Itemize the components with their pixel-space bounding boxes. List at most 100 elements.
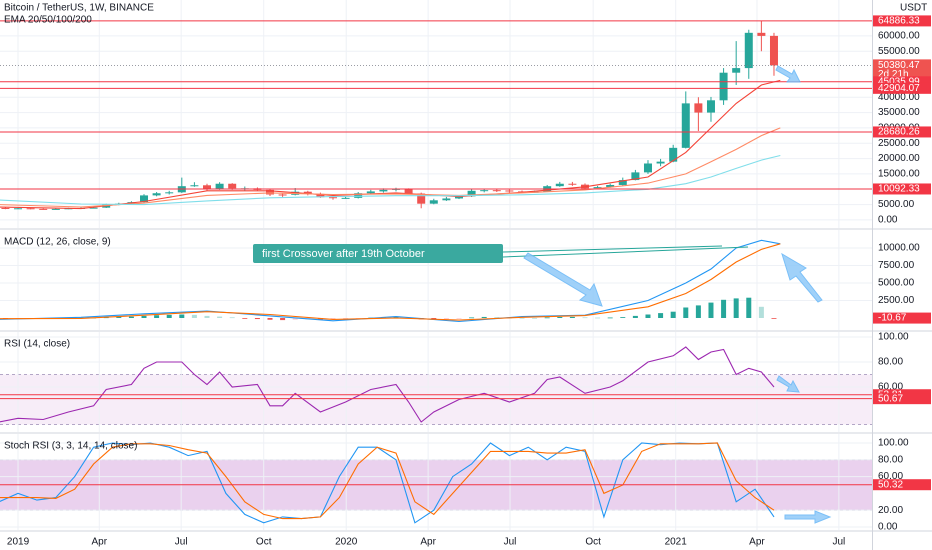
candle-body — [694, 103, 703, 113]
level-label: 10092.33 — [878, 184, 920, 195]
y-tick-label: 60.00 — [878, 382, 903, 393]
histogram-bar — [708, 302, 714, 319]
histogram-bar — [267, 318, 273, 320]
candle-body — [1, 207, 10, 209]
y-tick-label: 100.00 — [878, 438, 909, 449]
level-label-box — [873, 82, 931, 94]
y-tick-label: 100.00 — [878, 332, 909, 343]
y-tick-label: 0.00 — [878, 522, 898, 533]
level-label: 50.32 — [878, 479, 903, 490]
level-label-box — [873, 76, 931, 88]
histogram-bar — [343, 318, 349, 320]
series-line — [0, 127, 781, 208]
histogram-bar — [292, 318, 298, 320]
candle-body — [442, 198, 451, 201]
candle-body — [555, 183, 564, 187]
histogram-bar — [569, 316, 575, 319]
candle-body — [769, 35, 778, 66]
candle-body — [568, 183, 577, 185]
y-tick-label: 60.00 — [878, 471, 903, 482]
pane-title: Stoch RSI (3, 3, 14, 14, close) — [4, 441, 137, 452]
histogram-bar — [721, 299, 727, 319]
annotation-box — [253, 244, 503, 263]
histogram-bar — [217, 316, 223, 319]
x-tick-label: 2021 — [665, 537, 688, 548]
histogram-bar — [532, 317, 538, 319]
annotation-line — [502, 246, 749, 258]
candle-body — [228, 183, 237, 189]
candle-body — [744, 32, 753, 69]
y-tick-label: 20000.00 — [878, 153, 920, 164]
y-tick-label: 15000.00 — [878, 169, 920, 180]
histogram-bar — [557, 316, 563, 319]
level-label: 50.67 — [878, 393, 903, 404]
x-tick-label: Oct — [256, 537, 272, 548]
histogram-bar — [481, 316, 487, 319]
y-tick-label: 20.00 — [878, 505, 903, 516]
y-tick-label: 40000.00 — [878, 92, 920, 103]
band — [0, 374, 872, 425]
x-tick-label: Apr — [749, 537, 765, 548]
histogram-bar — [229, 317, 235, 319]
candle-body — [404, 188, 413, 194]
histogram-bar — [330, 318, 336, 320]
candle-body — [505, 190, 514, 192]
histogram-bar — [166, 314, 172, 319]
histogram-bar — [128, 316, 134, 319]
level-label: 64886.33 — [878, 16, 920, 27]
candle-body — [51, 208, 60, 210]
y-tick-label: 60000.00 — [878, 31, 920, 42]
histogram-bar — [179, 314, 185, 319]
level-label: 45035.99 — [878, 76, 920, 87]
candle-body — [366, 191, 375, 194]
y-tick-label: 5000.00 — [878, 278, 915, 289]
candle-body — [341, 197, 350, 199]
level-label-box — [873, 183, 931, 195]
histogram-bar — [204, 315, 210, 319]
histogram-bar — [494, 317, 500, 319]
level-label-box — [873, 126, 931, 138]
arrow — [781, 252, 823, 303]
histogram-bar — [733, 298, 739, 319]
candle-body — [669, 147, 678, 162]
countdown-label: 2d 21h — [878, 69, 909, 80]
unit-label: USDT — [900, 3, 927, 14]
candle-body — [303, 191, 312, 194]
level-label: 42904.07 — [878, 83, 920, 94]
level-label-box — [873, 15, 931, 27]
histogram-bar — [771, 318, 777, 319]
annotation-text: first Crossover after 19th October — [262, 248, 425, 260]
histogram-bar — [620, 317, 626, 319]
value-label: -10.67 — [878, 313, 907, 324]
series-line — [0, 154, 781, 206]
histogram-bar — [658, 313, 664, 319]
x-tick-label: Jul — [504, 537, 517, 548]
y-tick-label: 7500.00 — [878, 260, 915, 271]
histogram-bar — [154, 315, 160, 319]
candle-body — [190, 185, 199, 187]
candle-body — [14, 208, 23, 210]
annotations: first Crossover after 19th October — [253, 65, 832, 524]
candle-body — [26, 208, 35, 210]
histogram-bar — [443, 318, 449, 320]
level-label-box — [873, 479, 931, 491]
histogram-bar — [595, 317, 601, 319]
histogram-bar — [746, 297, 752, 319]
series-line — [0, 346, 775, 423]
candle-body — [618, 180, 627, 185]
histogram-bar — [242, 318, 248, 319]
pane-title: MACD (12, 26, close, 9) — [4, 237, 111, 248]
price-label: 50380.47 — [878, 60, 920, 71]
histogram-bar — [645, 314, 651, 319]
histogram-bar — [695, 305, 701, 319]
candle-body — [165, 192, 174, 194]
candle-body — [719, 72, 728, 101]
histogram-bar — [758, 306, 764, 319]
histogram-bar — [544, 317, 550, 319]
chart-title: Bitcoin / TetherUS, 1W, BINANCE — [4, 3, 154, 14]
candle-body — [316, 193, 325, 198]
candle-body — [266, 189, 275, 195]
candle-body — [379, 189, 388, 192]
